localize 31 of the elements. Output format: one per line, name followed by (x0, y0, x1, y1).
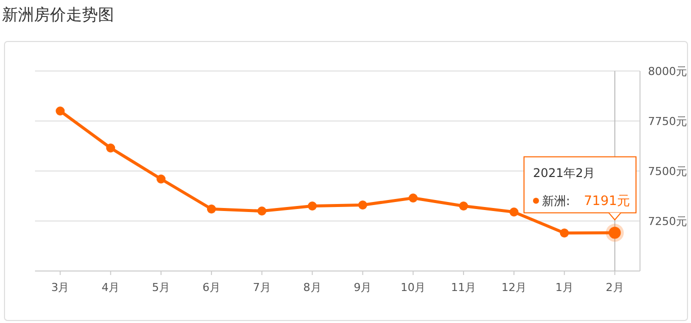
point (206, 204, 216, 214)
x-tick-label: 7月 (252, 281, 271, 294)
annotation: 7191元 (584, 194, 630, 209)
x-tick-label: 6月 (202, 281, 220, 294)
legend-label: 新洲: (542, 194, 570, 208)
point (509, 208, 518, 216)
point (408, 194, 418, 202)
chart-title: 新洲房价走势图 (2, 5, 114, 24)
x-tick-label: 9月 (354, 281, 372, 294)
x-tick-label: 12月 (501, 281, 526, 294)
y-tick-label: 7750元 (648, 115, 687, 128)
annotation: 2021年2月 (533, 166, 596, 180)
point (308, 202, 317, 210)
point (560, 228, 569, 238)
point (156, 174, 166, 184)
y-tick-label: 7250元 (648, 215, 687, 228)
x-tick-label: 8月 (303, 281, 322, 294)
y-tick-label: 7500元 (648, 165, 687, 178)
x-tick-label: 2月 (606, 281, 624, 294)
x-tick-label: 1月 (555, 281, 574, 294)
point (257, 206, 266, 216)
x-tick-label: 11月 (451, 281, 476, 294)
x-tick-label: 10月 (400, 281, 426, 294)
x-tick-label: 3月 (51, 281, 70, 294)
point (106, 144, 116, 152)
x-tick-label: 5月 (152, 281, 170, 294)
point (56, 106, 65, 116)
x-tick-label: 4月 (102, 281, 120, 294)
point (459, 202, 468, 210)
point (358, 200, 368, 210)
y-tick-label: 8000元 (648, 65, 687, 78)
